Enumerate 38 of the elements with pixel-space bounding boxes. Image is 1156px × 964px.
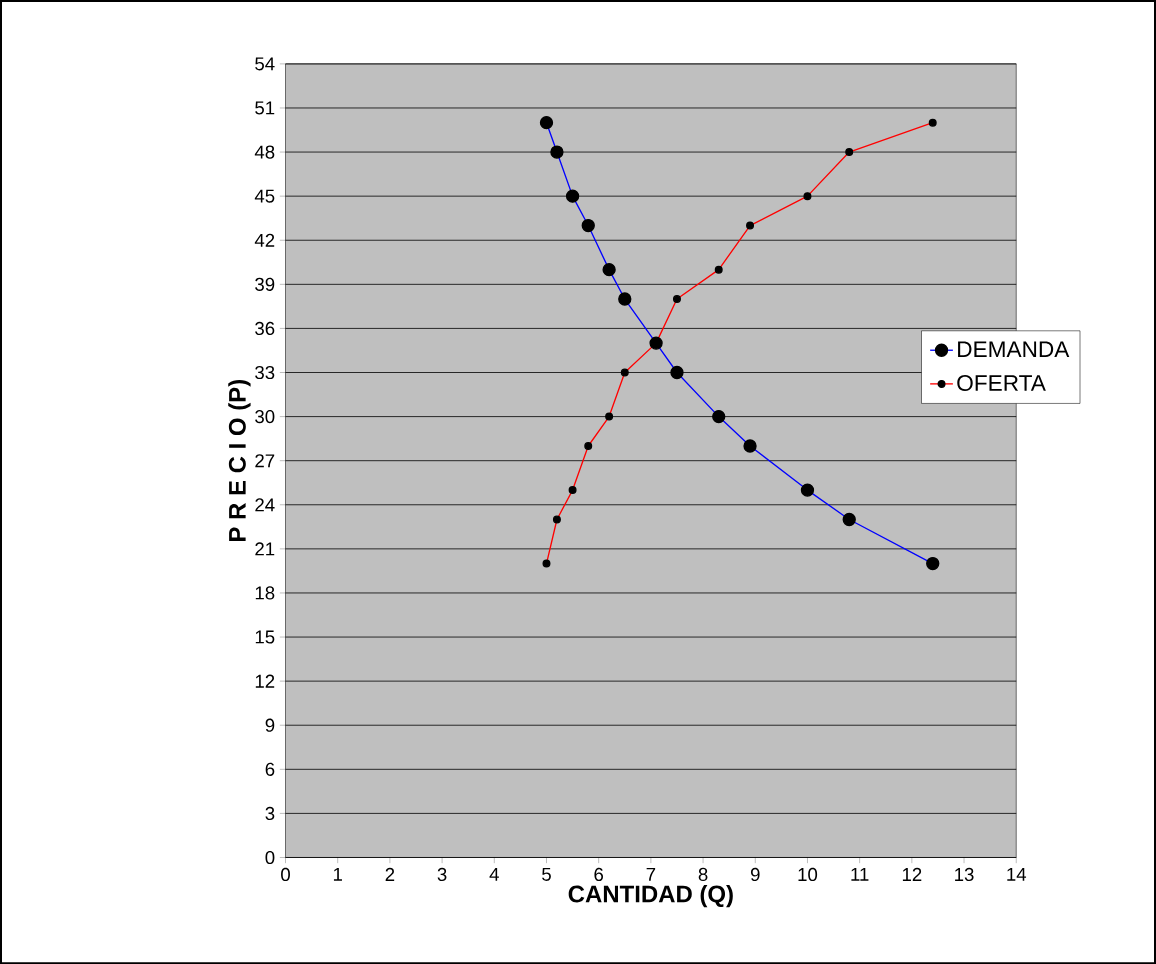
y-tick-label: 24 bbox=[255, 498, 275, 512]
y-tick-label: 42 bbox=[254, 233, 275, 247]
x-tick-label: 2 bbox=[385, 867, 395, 881]
legend-label: DEMANDA bbox=[958, 341, 1070, 357]
y-tick-label: 48 bbox=[254, 145, 275, 159]
y-tick-label: 12 bbox=[255, 674, 275, 688]
x-tick-label: 7 bbox=[646, 867, 656, 881]
y-tick-label: 18 bbox=[255, 586, 275, 600]
y-tick-label: 21 bbox=[255, 542, 275, 556]
y-tick-label: 45 bbox=[254, 189, 275, 203]
y-tick-label: 51 bbox=[255, 101, 275, 115]
x-tick-label: 0 bbox=[281, 867, 290, 881]
y-tick-label: 30 bbox=[255, 409, 275, 424]
y-tick-label: 3 bbox=[265, 806, 275, 820]
y-axis-title: P R E C I O (P) bbox=[228, 379, 251, 541]
y-tick-label: 27 bbox=[255, 454, 275, 468]
x-tick-label: 13 bbox=[955, 867, 974, 881]
x-tick-label: 4 bbox=[489, 867, 499, 881]
x-tick-label: 6 bbox=[594, 867, 604, 881]
x-tick-label: 10 bbox=[798, 867, 818, 881]
x-tick-label: 11 bbox=[851, 867, 869, 881]
x-tick-label: 8 bbox=[698, 867, 708, 881]
y-tick-label: 39 bbox=[255, 277, 275, 291]
y-tick-label: 54 bbox=[255, 57, 275, 71]
x-axis-title: CANTIDAD (Q) bbox=[568, 884, 733, 908]
x-tick-label: 5 bbox=[542, 867, 551, 881]
x-tick-label: 14 bbox=[1007, 867, 1027, 881]
y-tick-label: 33 bbox=[255, 365, 275, 379]
y-tick-label: 15 bbox=[255, 630, 275, 644]
x-tick-label: 9 bbox=[750, 867, 760, 881]
y-tick-label: 36 bbox=[255, 321, 275, 335]
y-tick-label: 9 bbox=[265, 718, 275, 732]
y-tick-label: 0 bbox=[265, 850, 275, 864]
x-tick-label: 12 bbox=[902, 867, 922, 881]
x-tick-label: 3 bbox=[437, 867, 447, 881]
x-tick-label: 1 bbox=[333, 867, 342, 881]
y-tick-label: 6 bbox=[265, 762, 275, 776]
legend-label: OFERTA bbox=[957, 374, 1046, 391]
